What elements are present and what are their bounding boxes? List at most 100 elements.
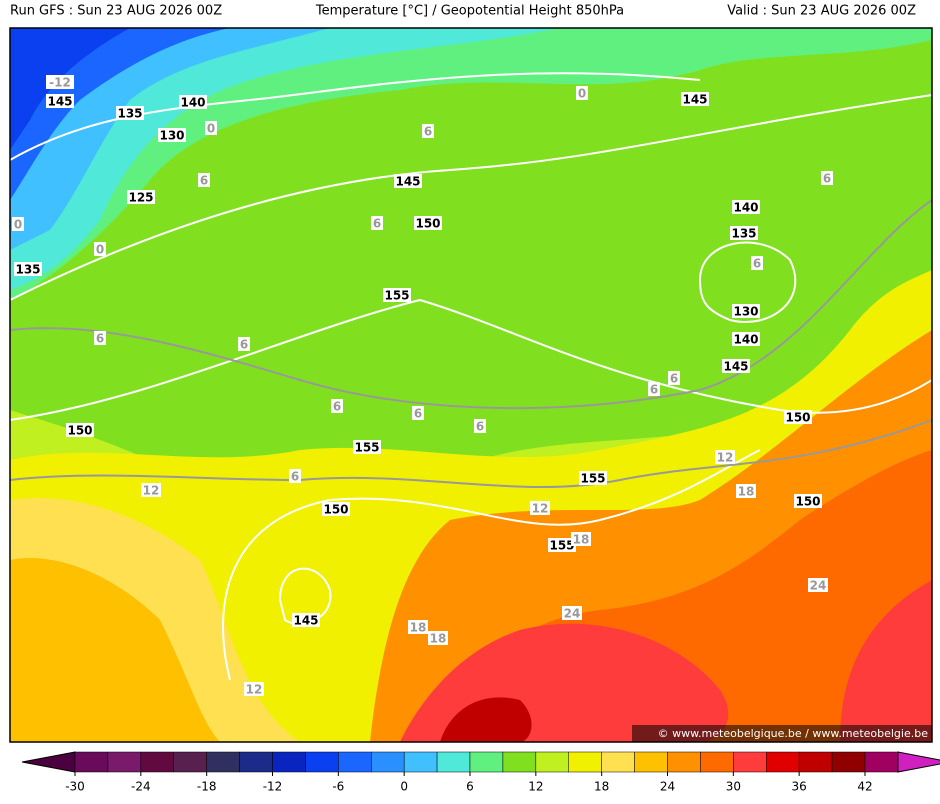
temperature-label: 0 — [207, 122, 215, 136]
colorbar-segment — [864, 751, 899, 773]
height-label: 155 — [549, 539, 574, 553]
height-label: 150 — [415, 217, 440, 231]
colorbar-tick-label: 30 — [726, 780, 741, 794]
colorbar-segment — [634, 751, 668, 773]
colorbar-tick-label: 6 — [466, 780, 474, 794]
temperature-label-box — [530, 501, 550, 515]
height-label: 145 — [682, 93, 707, 107]
temperature-label: 6 — [414, 407, 422, 421]
height-label: 150 — [795, 495, 820, 509]
temperature-label-box — [205, 121, 217, 135]
temperature-label-box — [474, 419, 486, 433]
colorbar-tick-label: -6 — [332, 780, 344, 794]
temperature-label-box — [576, 86, 588, 100]
temperature-label-box — [648, 382, 660, 396]
field-region — [840, 580, 932, 742]
colorbar-segment — [206, 751, 240, 773]
temperature-label: 18 — [410, 621, 427, 635]
temperature-label-box — [238, 337, 250, 351]
colorbar-segment — [798, 751, 833, 773]
temperature-label-box — [422, 124, 434, 138]
temperature-label: 6 — [670, 372, 678, 386]
height-label-box — [681, 92, 709, 106]
height-label: 145 — [395, 175, 420, 189]
temperature-label-box — [141, 483, 161, 497]
temperature-label-box — [198, 173, 210, 187]
colorbar-segment — [766, 751, 800, 773]
temperature-label: 12 — [246, 683, 263, 697]
height-label-box — [784, 410, 812, 424]
field-region — [10, 28, 932, 495]
height-label-box — [353, 440, 381, 454]
temperature-label-box — [371, 216, 383, 230]
temperature-label: 18 — [738, 485, 755, 499]
temperature-label: 18 — [573, 533, 590, 547]
height-label-box — [383, 288, 411, 302]
temperature-label: 12 — [143, 484, 160, 498]
temperature-label-box — [12, 217, 24, 231]
height-label: 140 — [733, 333, 758, 347]
temperature-label: 6 — [373, 217, 381, 231]
height-label-box — [548, 538, 576, 552]
watermark-box — [632, 725, 932, 742]
height-label-box — [722, 359, 750, 373]
height-label-box — [794, 494, 822, 508]
height-label-box — [579, 471, 607, 485]
temperature-label: 6 — [823, 172, 831, 186]
temperature-label: 0 — [96, 243, 104, 257]
colorbar-tick-label: 12 — [528, 780, 543, 794]
height-label: 150 — [67, 424, 92, 438]
height-label-box — [414, 216, 442, 230]
colorbar-tick-label: -30 — [65, 780, 85, 794]
height-label-box — [179, 95, 207, 109]
temperature-label: -12 — [49, 76, 71, 90]
height-label: 145 — [293, 614, 318, 628]
field-region — [10, 28, 130, 150]
colorbar-tick-label: 18 — [594, 780, 609, 794]
temperature-label: 6 — [200, 174, 208, 188]
temperature-label-box — [808, 578, 828, 592]
height-label: 130 — [733, 305, 758, 319]
height-label-box — [730, 226, 758, 240]
height-label: 130 — [159, 129, 184, 143]
colorbar-segment — [568, 751, 602, 773]
height-label-box — [732, 332, 760, 346]
colorbar-segment — [74, 751, 109, 773]
field-region — [10, 28, 932, 300]
colorbar-arrow — [897, 751, 940, 773]
colorbar-segment — [733, 751, 767, 773]
colorbar-tick-label: 0 — [400, 780, 408, 794]
colorbar-segment — [502, 751, 537, 773]
height-label-box — [732, 200, 760, 214]
temperature-label: 0 — [578, 87, 586, 101]
height-label: 135 — [117, 107, 142, 121]
colorbar-segment — [403, 751, 438, 773]
height-label: 155 — [580, 472, 605, 486]
temperature-label: 18 — [430, 632, 447, 646]
height-label-box — [127, 190, 155, 204]
temperature-label-box — [46, 75, 74, 89]
height-label: 135 — [731, 227, 756, 241]
valid-label: Valid : Sun 23 AUG 2026 00Z — [727, 4, 916, 19]
temperature-label-box — [562, 606, 582, 620]
contour-line — [698, 241, 797, 323]
temperature-label: 6 — [333, 400, 341, 414]
temperature-label-box — [94, 242, 106, 256]
colorbar-tick-label: -18 — [197, 780, 217, 794]
temperature-label-box — [94, 331, 106, 345]
temperature-label-box — [571, 532, 591, 546]
temperature-label: 6 — [476, 420, 484, 434]
field-region — [10, 558, 220, 742]
height-label-box — [116, 106, 144, 120]
contour-line — [9, 298, 933, 421]
map-frame — [9, 27, 933, 743]
contour-line — [9, 72, 701, 161]
height-label: 155 — [384, 289, 409, 303]
temperature-label-box — [715, 450, 735, 464]
height-label: 140 — [733, 201, 758, 215]
temperature-label-box — [412, 406, 424, 420]
colorbar-segment — [667, 751, 701, 773]
height-label: 145 — [723, 360, 748, 374]
height-label-box — [158, 128, 186, 142]
